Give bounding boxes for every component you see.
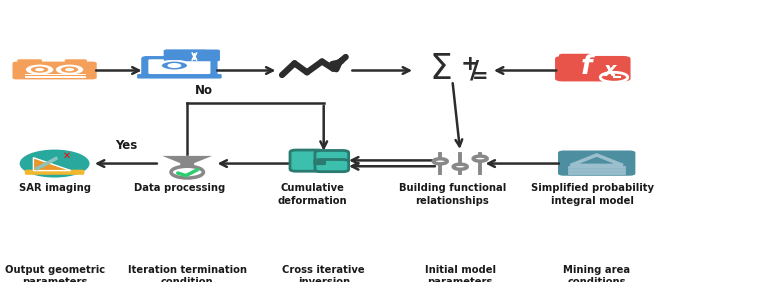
Text: Building functional
relationships: Building functional relationships (399, 183, 506, 206)
FancyBboxPatch shape (164, 50, 207, 60)
Circle shape (171, 166, 204, 178)
FancyBboxPatch shape (558, 151, 636, 176)
FancyBboxPatch shape (315, 151, 349, 163)
Text: /: / (470, 58, 480, 83)
Circle shape (31, 67, 48, 73)
FancyBboxPatch shape (315, 160, 349, 172)
Text: ✕: ✕ (63, 151, 71, 161)
Circle shape (35, 68, 44, 71)
Text: $\Sigma$: $\Sigma$ (429, 52, 451, 86)
FancyBboxPatch shape (559, 54, 592, 60)
Text: Iteration termination
condition: Iteration termination condition (128, 265, 246, 282)
Polygon shape (34, 158, 71, 171)
Text: Simplified probability
integral model: Simplified probability integral model (531, 183, 654, 206)
Text: x: x (604, 61, 616, 80)
Text: f: f (581, 54, 592, 80)
FancyBboxPatch shape (25, 170, 84, 175)
Text: Cross iterative
inversion: Cross iterative inversion (282, 265, 365, 282)
FancyBboxPatch shape (555, 56, 630, 81)
FancyBboxPatch shape (65, 59, 87, 64)
Circle shape (168, 63, 182, 68)
Polygon shape (162, 156, 212, 166)
Circle shape (601, 72, 628, 82)
Text: No: No (195, 84, 213, 97)
Text: SAR imaging: SAR imaging (19, 183, 90, 193)
Text: Mining area
conditions: Mining area conditions (563, 265, 630, 282)
Text: +: + (460, 54, 479, 74)
Text: Cumulative
deformation: Cumulative deformation (277, 183, 347, 206)
Text: Yes: Yes (115, 139, 137, 152)
FancyBboxPatch shape (290, 150, 324, 171)
Text: Initial model
parameters: Initial model parameters (424, 265, 496, 282)
FancyBboxPatch shape (164, 50, 220, 61)
Text: Output geometric
parameters: Output geometric parameters (5, 265, 105, 282)
Circle shape (61, 67, 78, 73)
FancyBboxPatch shape (314, 159, 326, 165)
Circle shape (453, 164, 467, 169)
FancyBboxPatch shape (12, 61, 97, 80)
Text: =: = (472, 67, 488, 86)
Circle shape (56, 65, 83, 74)
FancyBboxPatch shape (137, 74, 222, 79)
Circle shape (161, 61, 188, 70)
FancyBboxPatch shape (17, 59, 42, 64)
Circle shape (26, 65, 53, 74)
Text: Data processing: Data processing (134, 183, 225, 193)
FancyBboxPatch shape (179, 166, 195, 168)
Ellipse shape (20, 149, 90, 178)
Circle shape (433, 159, 447, 164)
FancyBboxPatch shape (142, 57, 217, 77)
FancyBboxPatch shape (148, 59, 211, 74)
Circle shape (65, 68, 74, 71)
Circle shape (473, 156, 488, 161)
